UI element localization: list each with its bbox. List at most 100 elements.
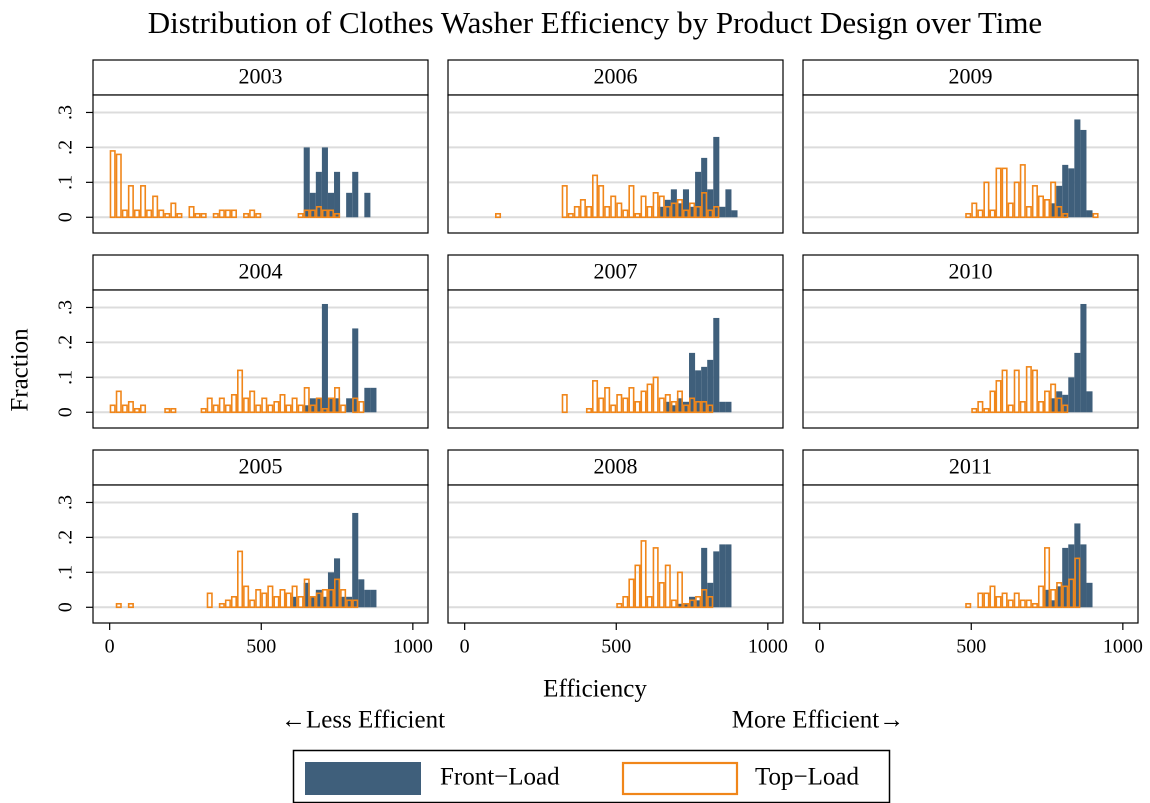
histogram-bar — [640, 540, 647, 609]
histogram-bar — [321, 589, 328, 609]
histogram-bar — [352, 397, 359, 414]
x-tick-label: 1000 — [393, 636, 433, 658]
histogram-bar — [652, 376, 659, 414]
histogram-bar — [707, 582, 714, 608]
histogram-bar — [340, 589, 347, 609]
histogram-bar — [622, 595, 629, 609]
histogram-bar — [670, 405, 677, 413]
x-tick-label: 0 — [815, 636, 825, 658]
histogram-bar — [334, 387, 341, 414]
histogram-bar — [695, 400, 702, 414]
histogram-bar — [170, 407, 177, 414]
histogram-bar — [309, 596, 316, 608]
histogram-bar — [1056, 391, 1063, 413]
histogram-bar — [670, 599, 677, 609]
panel-title: 2005 — [239, 454, 283, 479]
histogram-bar — [592, 380, 599, 414]
histogram-bar — [188, 205, 195, 219]
histogram-bar — [370, 589, 377, 608]
histogram-bar — [610, 404, 617, 414]
histogram-bar — [309, 209, 316, 219]
y-tick-label: 0 — [55, 407, 77, 417]
histogram-bar — [1086, 210, 1093, 218]
histogram-bar — [1056, 205, 1063, 219]
histogram-bar — [139, 185, 147, 219]
histogram-bar — [682, 401, 690, 413]
histogram-bar — [977, 592, 984, 609]
histogram-bar — [327, 192, 335, 218]
histogram-bar — [121, 209, 128, 219]
histogram-bar — [1062, 547, 1069, 608]
histogram-bar — [1074, 557, 1081, 609]
histogram-bar — [670, 202, 677, 219]
histogram-bar — [689, 596, 696, 608]
histogram-bar — [1019, 599, 1026, 609]
histogram-bar — [139, 404, 147, 414]
histogram-bar — [1007, 404, 1014, 414]
histogram-bar — [701, 547, 708, 608]
histogram-bar — [664, 205, 671, 219]
histogram-bar — [725, 401, 732, 413]
histogram-bar — [971, 202, 978, 219]
histogram-bar — [707, 359, 714, 413]
histogram-bar — [1050, 383, 1057, 414]
histogram-bar — [676, 199, 683, 219]
histogram-bar — [334, 578, 341, 609]
histogram-bar — [309, 192, 316, 218]
histogram-bar — [713, 205, 720, 219]
histogram-bar — [321, 407, 328, 414]
histogram-bar — [676, 203, 683, 218]
histogram-bar — [995, 595, 1002, 609]
histogram-bar — [352, 171, 359, 218]
legend-swatch — [305, 762, 421, 795]
histogram-bar — [689, 599, 696, 609]
histogram-bar — [1044, 199, 1051, 219]
histogram-bar — [200, 407, 207, 414]
histogram-bar — [315, 205, 322, 219]
histogram-bar — [689, 206, 696, 218]
histogram-bar — [598, 185, 605, 219]
histogram-bar — [321, 147, 328, 218]
x-tick-label: 1000 — [1103, 636, 1143, 658]
histogram-bar — [1025, 599, 1032, 609]
histogram-bar — [1056, 586, 1063, 608]
x-tick-label: 0 — [105, 636, 115, 658]
histogram-bar — [561, 394, 568, 414]
histogram-bar — [707, 209, 714, 219]
histogram-bar — [321, 303, 328, 413]
histogram-bar — [658, 582, 665, 609]
y-tick-label: .3 — [55, 300, 77, 315]
histogram-bar — [983, 407, 990, 414]
histogram-bar — [1037, 585, 1045, 609]
histogram-bar — [334, 212, 341, 219]
histogram-bar — [212, 404, 219, 414]
y-tick-label: .1 — [55, 565, 77, 580]
histogram-bar — [731, 210, 738, 218]
histogram-bar — [1031, 185, 1038, 219]
plot-area — [92, 94, 429, 234]
histogram-bar — [713, 551, 720, 608]
histogram-bar — [255, 212, 262, 219]
histogram-bar — [230, 394, 238, 414]
histogram-bar — [352, 599, 359, 609]
histogram-bar — [315, 397, 322, 414]
y-axis-label: Fraction — [7, 328, 34, 412]
histogram-bar — [1062, 585, 1069, 609]
histogram-bar — [291, 585, 298, 609]
histogram-bar — [352, 328, 359, 413]
histogram-bar — [573, 205, 580, 219]
histogram-bar — [340, 596, 347, 608]
histogram-bar — [616, 602, 623, 609]
histogram-bar — [989, 209, 996, 219]
panel-title: 2004 — [239, 259, 283, 284]
histogram-bar — [303, 405, 310, 413]
histogram-bar — [315, 398, 322, 413]
histogram-bar — [1068, 377, 1075, 413]
histogram-bar — [1056, 185, 1063, 218]
histogram-bar — [133, 407, 140, 414]
y-tick-label: .2 — [55, 530, 77, 545]
histogram-bar — [297, 212, 304, 219]
histogram-bar — [152, 195, 159, 219]
histogram-bar — [121, 404, 128, 414]
histogram-bar — [628, 578, 635, 609]
